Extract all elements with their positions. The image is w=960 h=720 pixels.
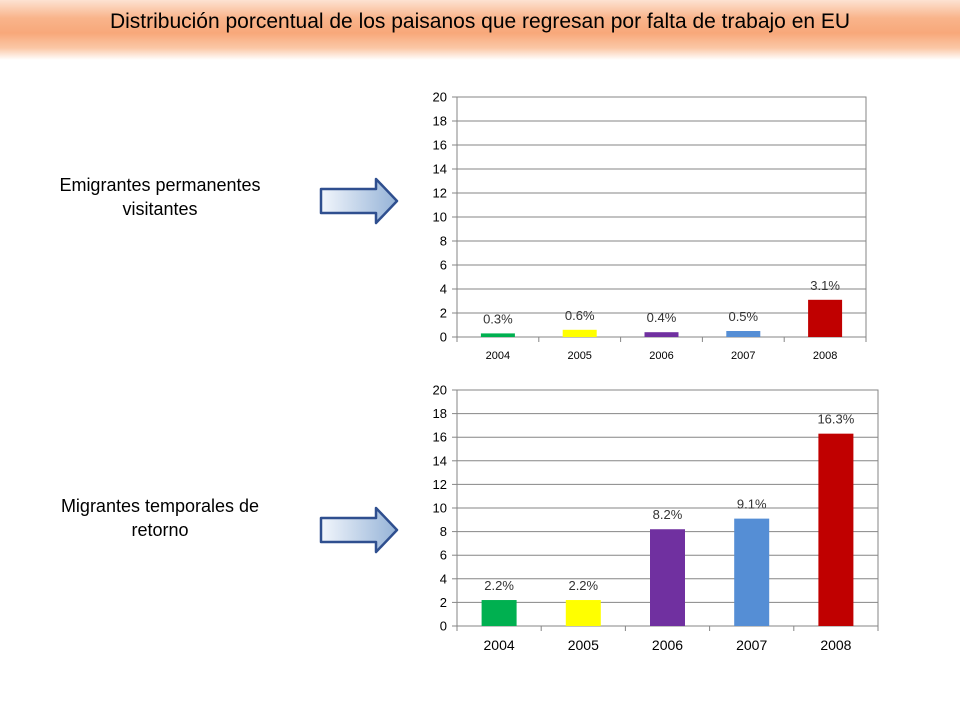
x-tick-label: 2006 — [649, 350, 673, 362]
y-tick-label: 10 — [433, 501, 447, 516]
y-tick-label: 2 — [440, 595, 447, 610]
data-label: 0.6% — [565, 308, 595, 323]
bar-2008 — [818, 433, 854, 626]
y-tick-label: 20 — [433, 90, 447, 105]
y-tick-label: 6 — [440, 548, 447, 563]
x-tick-label: 2006 — [652, 637, 683, 653]
x-tick-label: 2005 — [568, 637, 599, 653]
y-tick-label: 12 — [433, 186, 447, 201]
y-tick-label: 0 — [440, 330, 447, 345]
label-line: retorno — [131, 520, 189, 540]
y-tick-label: 14 — [433, 162, 447, 177]
title-bar — [0, 0, 960, 60]
data-label: 8.2% — [653, 507, 683, 522]
bar-2006 — [650, 529, 685, 626]
bar-2005 — [565, 600, 601, 626]
y-tick-label: 12 — [433, 477, 447, 492]
bar-2008 — [808, 299, 843, 337]
label-line: visitantes — [122, 199, 198, 219]
x-tick-label: 2007 — [731, 350, 755, 362]
y-tick-label: 8 — [440, 524, 447, 539]
bar-2004 — [480, 333, 515, 337]
bar-2005 — [562, 329, 597, 337]
bar-chart-temporary-migrants: 0 2 4 6 8 10 12 14 16 18 20 2.2% 2004 2.2% 2005 8.2% 200… — [433, 383, 879, 653]
y-tick-label: 4 — [440, 571, 447, 586]
y-tick-label: 18 — [433, 406, 447, 421]
x-tick-label: 2007 — [736, 637, 767, 653]
y-tick-label: 10 — [433, 210, 447, 225]
data-label: 3.1% — [810, 278, 840, 293]
y-tick-label: 16 — [433, 430, 447, 445]
label-permanent-emigrants: Emigrantes permanentes visitantes — [20, 173, 300, 221]
y-tick-label: 18 — [433, 114, 447, 129]
y-tick-label: 20 — [433, 383, 447, 398]
y-tick-label: 0 — [440, 619, 447, 634]
x-tick-label: 2008 — [820, 637, 851, 653]
y-tick-label: 2 — [440, 306, 447, 321]
data-label: 9.1% — [737, 497, 767, 512]
y-tick-label: 14 — [433, 453, 447, 468]
bar-2006 — [644, 332, 679, 337]
data-label: 0.4% — [647, 310, 677, 325]
right-arrow-icon — [319, 506, 399, 554]
bar-2007 — [726, 331, 761, 337]
label-temporary-migrants: Migrantes temporales de retorno — [20, 494, 300, 542]
y-tick-label: 6 — [440, 258, 447, 273]
x-tick-label: 2004 — [486, 350, 510, 362]
y-tick-label: 4 — [440, 282, 447, 297]
label-line: Migrantes temporales de — [60, 496, 260, 516]
x-tick-label: 2004 — [484, 637, 515, 653]
data-label: 0.5% — [728, 309, 758, 324]
page-title: Distribución porcentual de los paisanos … — [109, 10, 851, 33]
data-label: 16.3% — [817, 412, 854, 427]
right-arrow-icon — [319, 177, 399, 225]
x-tick-label: 2008 — [813, 350, 837, 362]
y-tick-label: 16 — [433, 138, 447, 153]
x-tick-label: 2005 — [567, 350, 591, 362]
label-line: Emigrantes permanentes — [59, 175, 261, 195]
data-label: 2.2% — [568, 578, 598, 593]
bar-2007 — [734, 518, 770, 626]
bar-2004 — [481, 600, 517, 626]
y-tick-label: 8 — [440, 234, 447, 249]
data-label: 0.3% — [483, 311, 513, 326]
bar-chart-permanent-emigrants: 0 2 4 6 8 10 12 14 16 18 20 0.3% 2004 0.6% 2005 0.4% 200… — [433, 90, 867, 362]
data-label: 2.2% — [484, 578, 514, 593]
